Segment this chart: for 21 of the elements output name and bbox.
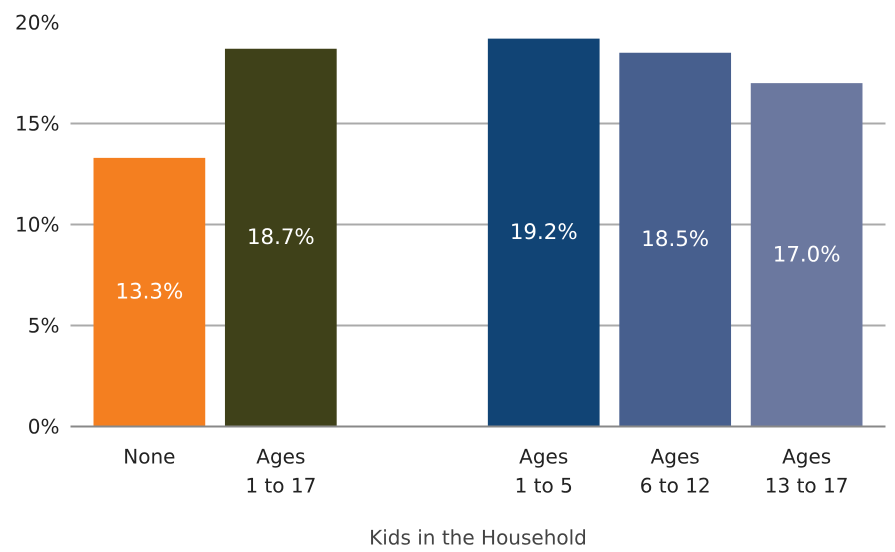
- data-label: 19.2%: [510, 220, 578, 246]
- y-tick-label: 0%: [28, 414, 60, 438]
- y-tick-label: 10%: [15, 212, 60, 236]
- bar: [488, 38, 600, 426]
- x-tick-label: None: [123, 444, 176, 468]
- x-tick-label: Ages 1 to 17: [245, 444, 316, 498]
- x-tick-label: Ages 1 to 5: [514, 444, 573, 498]
- bar: [224, 48, 337, 426]
- data-label: 13.3%: [115, 280, 184, 305]
- y-tick-label: 15%: [15, 112, 60, 136]
- x-axis-title: Kids in the Household: [369, 525, 587, 550]
- y-tick-label: 5%: [28, 314, 60, 338]
- y-tick-label: 20%: [15, 10, 60, 34]
- data-label: 17.0%: [772, 242, 841, 268]
- x-tick-label: Ages 6 to 12: [640, 444, 711, 498]
- bar: [94, 158, 206, 426]
- bar: [750, 83, 862, 426]
- data-label: 18.5%: [641, 227, 710, 252]
- bar: [619, 52, 732, 426]
- data-label: 18.7%: [246, 225, 315, 250]
- x-tick-label: Ages 13 to 17: [764, 444, 848, 498]
